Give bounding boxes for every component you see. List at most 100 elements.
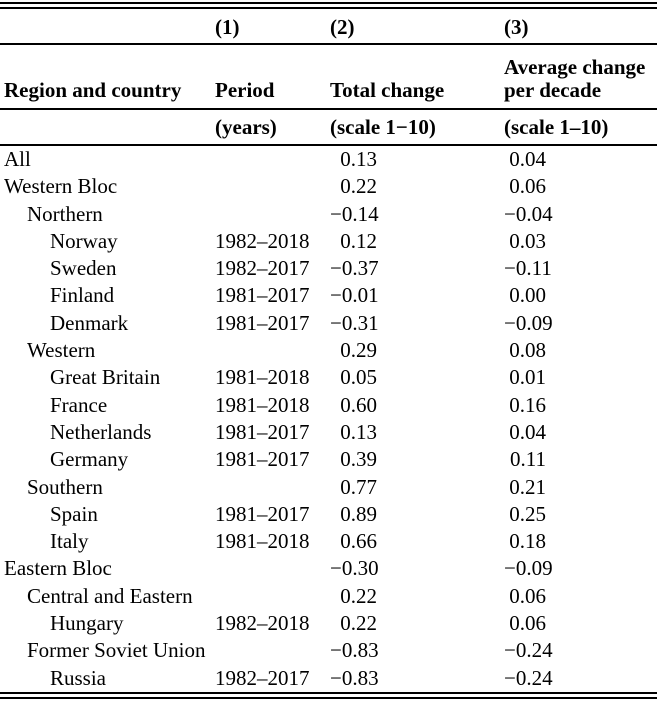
total-change-value: −0.83 bbox=[330, 665, 379, 690]
region-cell: Netherlands bbox=[0, 419, 215, 446]
total-change-cell: 0.12 bbox=[330, 228, 504, 255]
table-row: Russia 1982–2017 −0.83 −0.24 bbox=[0, 665, 657, 692]
total-change-cell: 0.77 bbox=[330, 474, 504, 501]
total-change-value: 0.60 bbox=[340, 392, 377, 417]
period-cell: 1982–2018 bbox=[215, 610, 330, 637]
avg-change-value: 0.04 bbox=[509, 147, 546, 171]
region-label: Central and Eastern bbox=[27, 583, 193, 608]
avg-change-cell: 0.00 bbox=[504, 282, 657, 309]
region-label: Western Bloc bbox=[4, 174, 118, 199]
column-header-total-change: Total change bbox=[330, 78, 445, 102]
subheader-row: (years) (scale 1−10) (scale 1–10) bbox=[0, 110, 657, 144]
period-value: 1982–2017 bbox=[215, 665, 310, 690]
region-cell: Norway bbox=[0, 228, 215, 255]
table-row: Great Britain 1981–2018 0.05 0.01 bbox=[0, 364, 657, 391]
region-label: All bbox=[4, 147, 31, 171]
total-change-cell: 0.29 bbox=[330, 337, 504, 364]
avg-change-cell: −0.11 bbox=[504, 255, 657, 282]
avg-change-cell: −0.04 bbox=[504, 201, 657, 228]
total-change-cell: −0.01 bbox=[330, 282, 504, 309]
table-body: All 0.13 0.04 Western Bloc 0.22 0.06 Nor… bbox=[0, 146, 657, 692]
subheader-total-scale: (scale 1−10) bbox=[330, 115, 436, 139]
region-cell: Sweden bbox=[0, 255, 215, 282]
region-label: Former Soviet Union bbox=[27, 638, 206, 663]
total-change-cell: 0.22 bbox=[330, 173, 504, 200]
total-change-value: −0.14 bbox=[330, 201, 379, 226]
column-number-2: (2) bbox=[330, 15, 355, 39]
period-cell: 1981–2018 bbox=[215, 392, 330, 419]
total-change-cell: −0.83 bbox=[330, 637, 504, 664]
subheader-avg-scale: (scale 1–10) bbox=[504, 115, 609, 139]
region-label: Great Britain bbox=[50, 365, 161, 390]
avg-change-cell: 0.21 bbox=[504, 474, 657, 501]
region-label: Western bbox=[27, 338, 96, 363]
total-change-value: −0.01 bbox=[330, 283, 379, 308]
period-value: 1981–2017 bbox=[215, 447, 310, 472]
total-change-cell: 0.22 bbox=[330, 583, 504, 610]
period-cell: 1981–2017 bbox=[215, 446, 330, 473]
avg-change-cell: 0.01 bbox=[504, 364, 657, 391]
avg-change-value: 0.06 bbox=[509, 583, 546, 608]
region-cell: Germany bbox=[0, 446, 215, 473]
avg-change-cell: −0.09 bbox=[504, 555, 657, 582]
total-change-cell: 0.60 bbox=[330, 392, 504, 419]
period-value: 1981–2018 bbox=[215, 392, 310, 417]
region-cell: Great Britain bbox=[0, 364, 215, 391]
avg-change-value: 0.01 bbox=[509, 365, 546, 390]
region-cell: Finland bbox=[0, 282, 215, 309]
table-row: Central and Eastern 0.22 0.06 bbox=[0, 583, 657, 610]
period-cell: 1982–2018 bbox=[215, 228, 330, 255]
table-row: Northern −0.14 −0.04 bbox=[0, 201, 657, 228]
period-value: 1982–2017 bbox=[215, 256, 310, 281]
period-cell: 1981–2017 bbox=[215, 282, 330, 309]
total-change-value: 0.22 bbox=[340, 611, 377, 636]
avg-change-cell: 0.11 bbox=[504, 446, 657, 473]
region-label: Italy bbox=[50, 529, 89, 554]
avg-change-cell: 0.18 bbox=[504, 528, 657, 555]
region-label: Southern bbox=[27, 474, 103, 499]
total-change-cell: 0.05 bbox=[330, 364, 504, 391]
rule-under-subheaders bbox=[0, 144, 657, 146]
column-number-row: (1) (2) (3) bbox=[0, 9, 657, 43]
avg-change-cell: 0.04 bbox=[504, 419, 657, 446]
avg-change-value: 0.04 bbox=[509, 419, 546, 444]
region-label: Northern bbox=[27, 201, 103, 226]
region-cell: Hungary bbox=[0, 610, 215, 637]
avg-change-value: 0.16 bbox=[509, 392, 546, 417]
total-change-value: 0.39 bbox=[340, 447, 377, 472]
avg-change-value: −0.24 bbox=[504, 665, 553, 690]
avg-change-cell: −0.24 bbox=[504, 665, 657, 692]
avg-change-value: 0.00 bbox=[509, 283, 546, 308]
avg-change-value: 0.03 bbox=[509, 228, 546, 253]
rule-under-headers bbox=[0, 108, 657, 110]
period-value: 1982–2018 bbox=[215, 228, 310, 253]
column-header-period: Period bbox=[215, 78, 275, 102]
total-change-value: −0.83 bbox=[330, 638, 379, 663]
total-change-cell: 0.22 bbox=[330, 610, 504, 637]
table-row: Spain 1981–2017 0.89 0.25 bbox=[0, 501, 657, 528]
region-cell: Spain bbox=[0, 501, 215, 528]
avg-change-value: −0.11 bbox=[504, 256, 552, 281]
period-cell: 1981–2018 bbox=[215, 364, 330, 391]
period-value: 1981–2018 bbox=[215, 529, 310, 554]
avg-change-value: 0.08 bbox=[509, 338, 546, 363]
avg-change-value: 0.06 bbox=[509, 174, 546, 199]
total-change-value: 0.89 bbox=[340, 501, 377, 526]
total-change-cell: −0.14 bbox=[330, 201, 504, 228]
table-row: Norway 1982–2018 0.12 0.03 bbox=[0, 228, 657, 255]
total-change-cell: 0.13 bbox=[330, 146, 504, 173]
avg-change-value: −0.09 bbox=[504, 310, 553, 335]
region-label: Hungary bbox=[50, 611, 124, 636]
period-value: 1982–2018 bbox=[215, 611, 310, 636]
table-row: Sweden 1982–2017 −0.37 −0.11 bbox=[0, 255, 657, 282]
avg-change-value: −0.09 bbox=[504, 556, 553, 581]
total-change-value: 0.22 bbox=[340, 174, 377, 199]
total-change-cell: 0.66 bbox=[330, 528, 504, 555]
table-row: Denmark 1981–2017 −0.31 −0.09 bbox=[0, 310, 657, 337]
region-cell: Former Soviet Union bbox=[0, 637, 215, 664]
region-label: Denmark bbox=[50, 310, 129, 335]
region-label: Spain bbox=[50, 501, 98, 526]
table-row: All 0.13 0.04 bbox=[0, 146, 657, 173]
period-cell: 1981–2017 bbox=[215, 501, 330, 528]
avg-change-value: 0.18 bbox=[509, 529, 546, 554]
